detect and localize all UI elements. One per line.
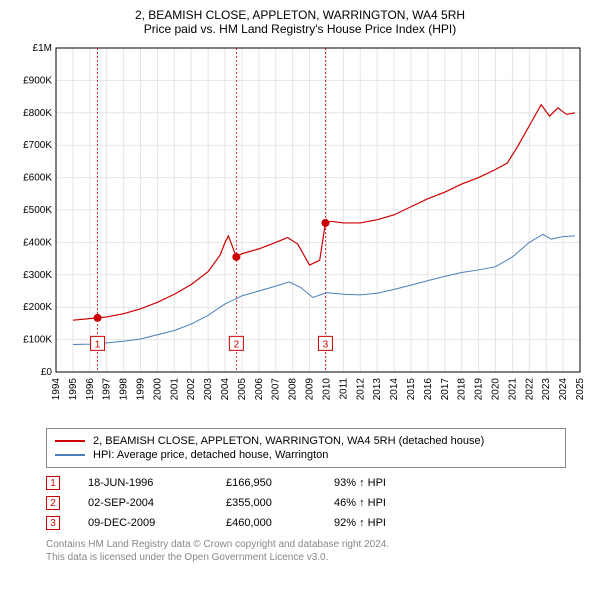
svg-text:1999: 1999: [136, 378, 147, 401]
sale-pct: 92% ↑ HPI: [334, 517, 424, 529]
sale-price: £460,000: [226, 517, 306, 529]
svg-text:1997: 1997: [102, 378, 113, 401]
chart-plot: £0 £100K £200K £300K £400K £500K £600K £700K £80…: [10, 42, 590, 422]
svg-text:2018: 2018: [457, 378, 468, 401]
svg-text:2002: 2002: [186, 378, 197, 401]
svg-text:£0: £0: [41, 367, 53, 378]
svg-text:2: 2: [234, 339, 240, 350]
svg-text:1994: 1994: [51, 378, 62, 401]
svg-text:£500K: £500K: [23, 205, 52, 216]
legend-swatch: [55, 454, 85, 456]
attribution-line1: Contains HM Land Registry data © Crown c…: [46, 538, 590, 551]
svg-text:£200K: £200K: [23, 302, 52, 313]
svg-text:2020: 2020: [490, 378, 501, 401]
svg-text:£1M: £1M: [33, 43, 52, 54]
sale-pct: 93% ↑ HPI: [334, 477, 424, 489]
sale-pct: 46% ↑ HPI: [334, 497, 424, 509]
legend-label: HPI: Average price, detached house, Warr…: [93, 449, 328, 461]
svg-text:1996: 1996: [85, 378, 96, 401]
sale-date: 18-JUN-1996: [88, 477, 198, 489]
sale-date: 02-SEP-2004: [88, 497, 198, 509]
chart-container: 2, BEAMISH CLOSE, APPLETON, WARRINGTON, …: [0, 0, 600, 570]
svg-text:2003: 2003: [203, 378, 214, 401]
svg-text:£300K: £300K: [23, 270, 52, 281]
svg-text:2004: 2004: [220, 378, 231, 401]
svg-text:2006: 2006: [254, 378, 265, 401]
svg-text:£900K: £900K: [23, 75, 52, 86]
svg-text:2017: 2017: [440, 378, 451, 401]
svg-text:2021: 2021: [507, 378, 518, 401]
svg-text:2015: 2015: [406, 378, 417, 401]
sale-marker-box: 1: [46, 476, 60, 490]
svg-text:2025: 2025: [575, 378, 586, 401]
svg-text:£400K: £400K: [23, 237, 52, 248]
sale-dot-1: [94, 314, 102, 322]
legend-label: 2, BEAMISH CLOSE, APPLETON, WARRINGTON, …: [93, 435, 484, 447]
svg-text:£100K: £100K: [23, 335, 52, 346]
chart-subtitle: Price paid vs. HM Land Registry's House …: [10, 22, 590, 36]
sale-price: £355,000: [226, 497, 306, 509]
svg-text:2023: 2023: [541, 378, 552, 401]
svg-text:2013: 2013: [372, 378, 383, 401]
sale-price: £166,950: [226, 477, 306, 489]
svg-text:1998: 1998: [119, 378, 130, 401]
svg-text:1995: 1995: [68, 378, 79, 401]
svg-text:£700K: £700K: [23, 140, 52, 151]
svg-text:2011: 2011: [338, 378, 349, 400]
legend-swatch: [55, 440, 85, 442]
svg-text:£600K: £600K: [23, 173, 52, 184]
svg-text:2016: 2016: [423, 378, 434, 401]
sale-dot-3: [321, 219, 329, 227]
legend-row: 2, BEAMISH CLOSE, APPLETON, WARRINGTON, …: [55, 435, 557, 447]
svg-text:2008: 2008: [288, 378, 299, 401]
legend-box: 2, BEAMISH CLOSE, APPLETON, WARRINGTON, …: [46, 428, 566, 468]
sales-table: 1 18-JUN-1996 £166,950 93% ↑ HPI 2 02-SEP-200…: [46, 476, 566, 530]
svg-text:2010: 2010: [321, 378, 332, 401]
svg-text:2022: 2022: [524, 378, 535, 401]
sale-dot-2: [232, 253, 240, 261]
svg-text:2019: 2019: [474, 378, 485, 401]
svg-text:2005: 2005: [237, 378, 248, 401]
svg-text:£800K: £800K: [23, 108, 52, 119]
svg-text:1: 1: [95, 339, 101, 350]
svg-text:2007: 2007: [271, 378, 282, 401]
svg-text:3: 3: [323, 339, 329, 350]
sale-marker-box: 3: [46, 516, 60, 530]
sale-date: 09-DEC-2009: [88, 517, 198, 529]
sale-row: 3 09-DEC-2009 £460,000 92% ↑ HPI: [46, 516, 566, 530]
svg-text:2000: 2000: [152, 378, 163, 401]
sale-row: 1 18-JUN-1996 £166,950 93% ↑ HPI: [46, 476, 566, 490]
svg-text:2001: 2001: [169, 378, 180, 401]
legend-row: HPI: Average price, detached house, Warr…: [55, 449, 557, 461]
svg-text:2014: 2014: [389, 378, 400, 401]
svg-text:2012: 2012: [355, 378, 366, 401]
svg-text:2024: 2024: [558, 378, 569, 401]
chart-title: 2, BEAMISH CLOSE, APPLETON, WARRINGTON, …: [10, 8, 590, 22]
sale-marker-box: 2: [46, 496, 60, 510]
svg-text:2009: 2009: [305, 378, 316, 401]
attribution-line2: This data is licensed under the Open Gov…: [46, 551, 590, 564]
sale-row: 2 02-SEP-2004 £355,000 46% ↑ HPI: [46, 496, 566, 510]
attribution-text: Contains HM Land Registry data © Crown c…: [46, 538, 590, 564]
chart-svg: £0 £100K £200K £300K £400K £500K £600K £700K £80…: [10, 42, 590, 422]
